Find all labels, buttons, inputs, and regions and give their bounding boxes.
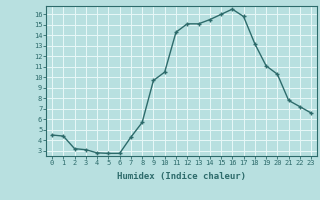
X-axis label: Humidex (Indice chaleur): Humidex (Indice chaleur) (117, 172, 246, 181)
